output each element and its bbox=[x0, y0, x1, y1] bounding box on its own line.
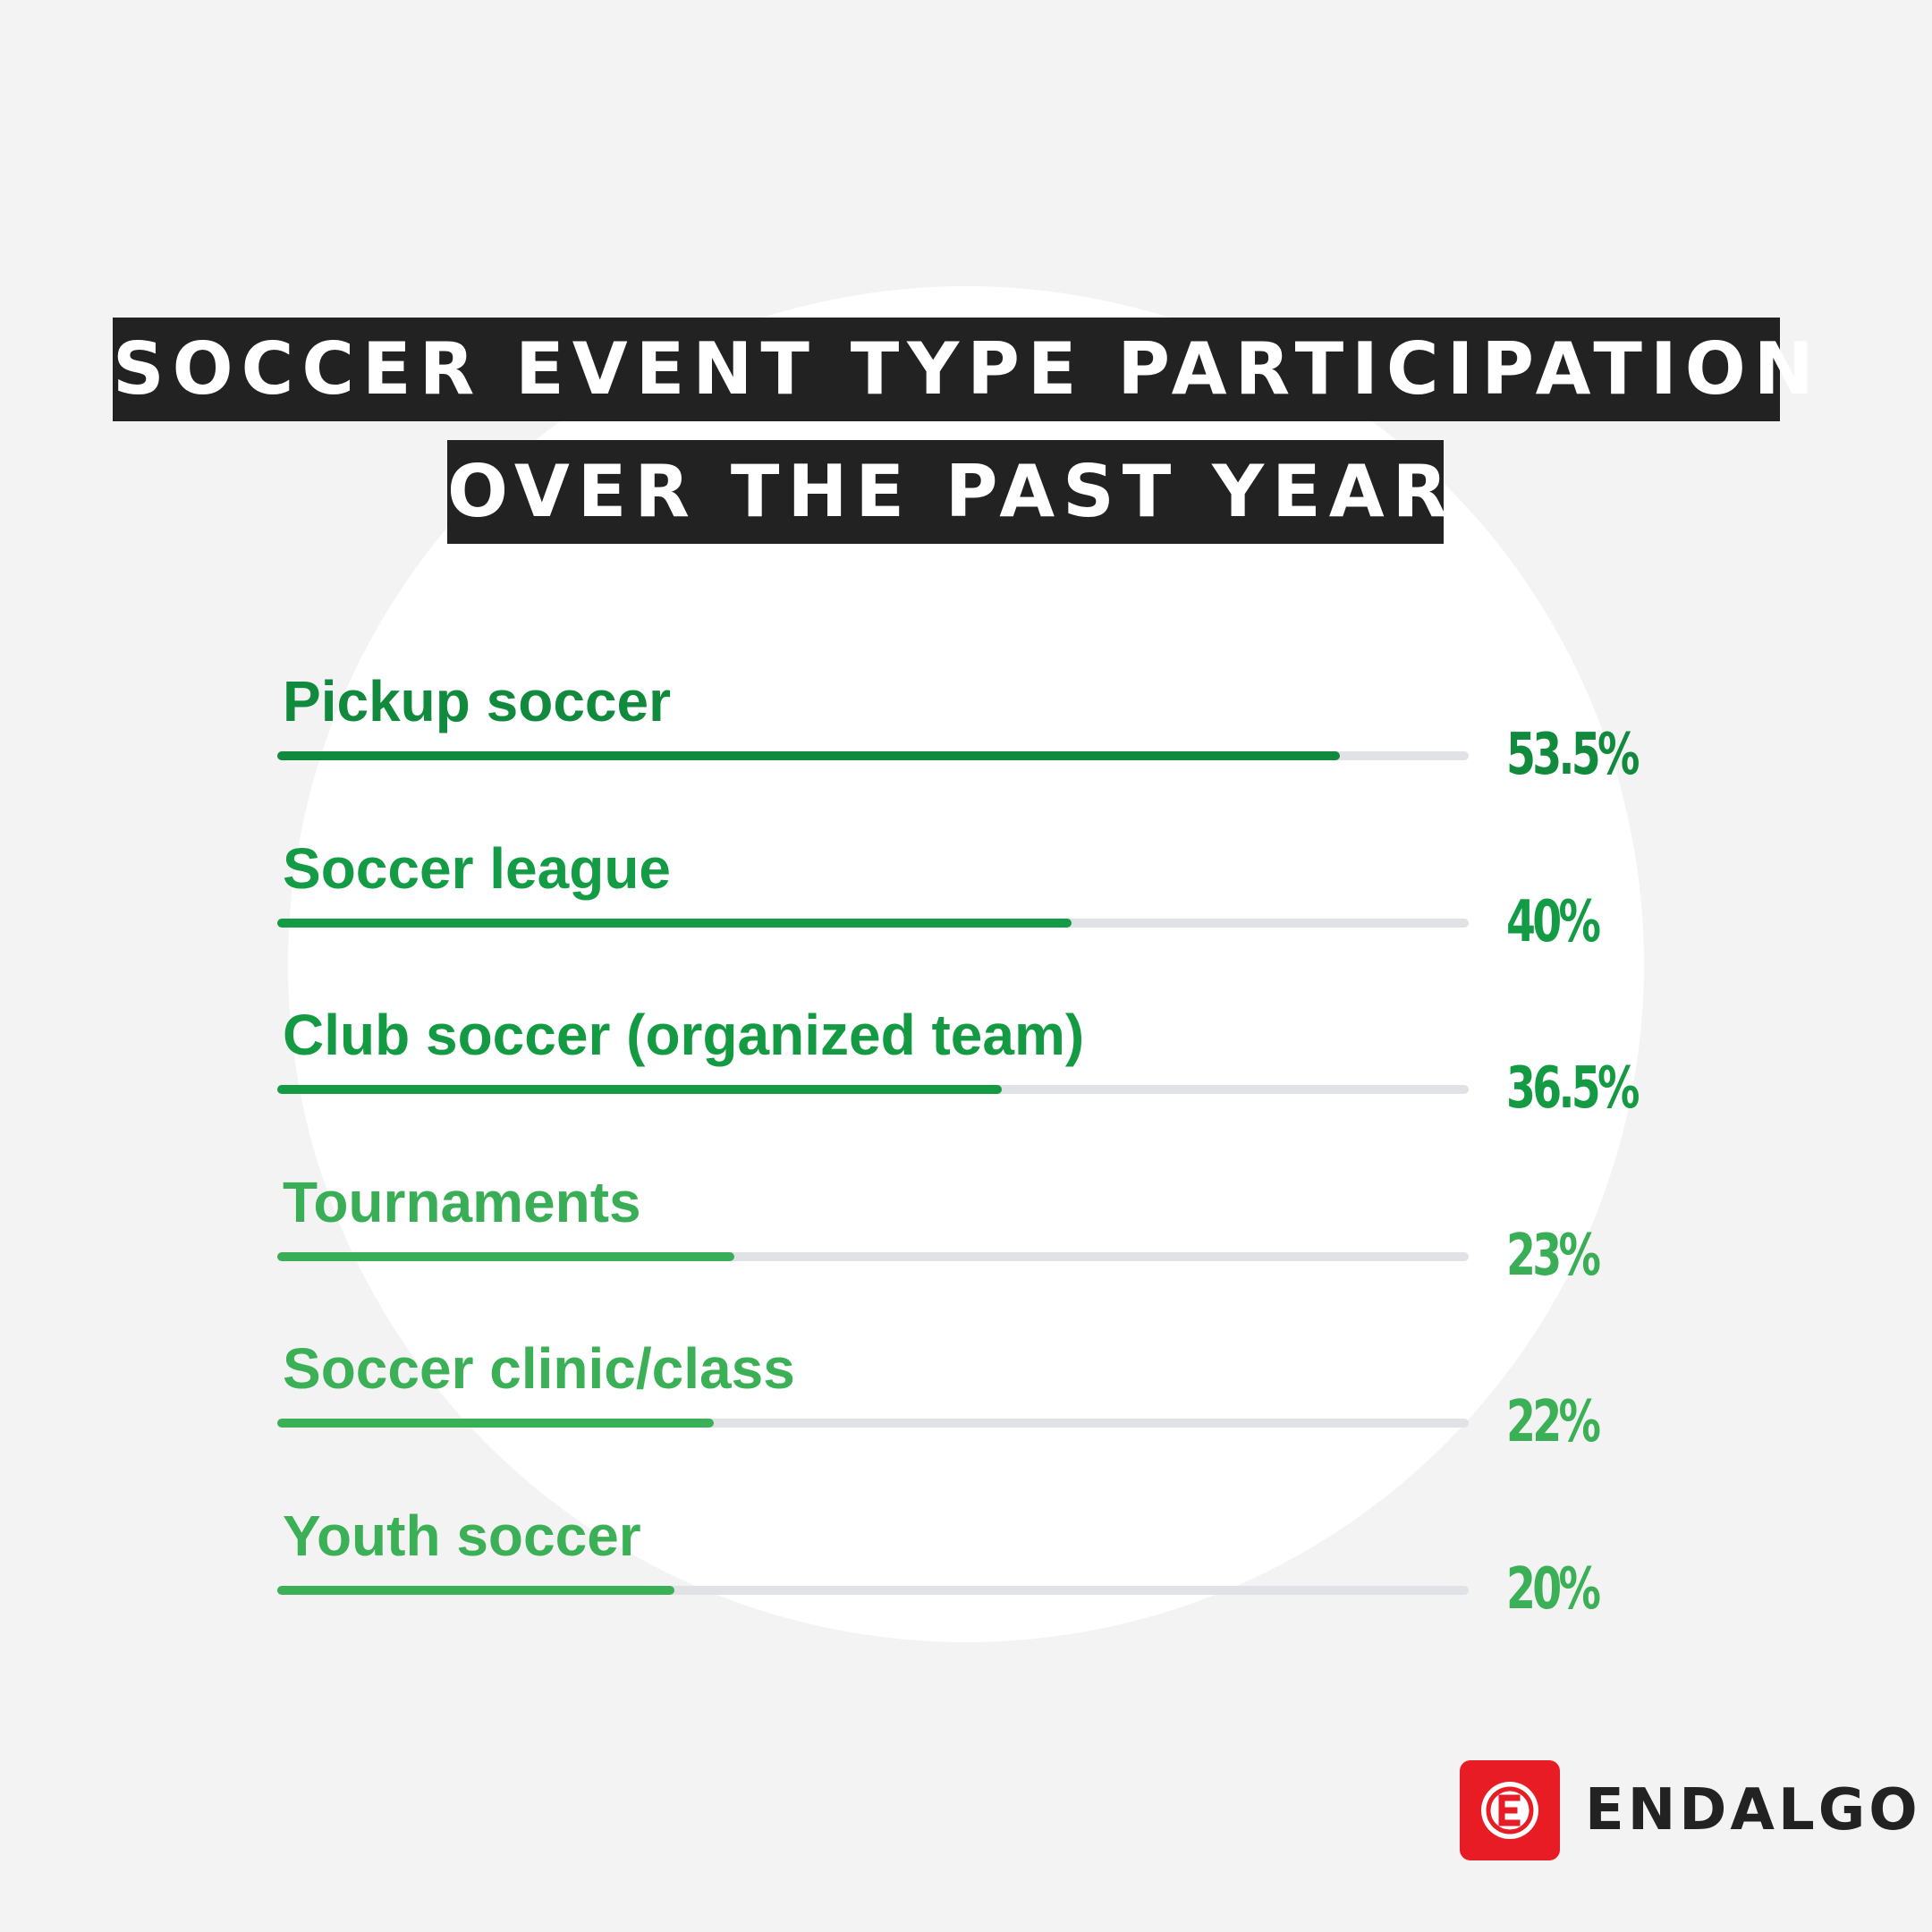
bar bbox=[277, 1585, 674, 1595]
bar-label: Soccer clinic/class bbox=[283, 1336, 795, 1401]
chart-title-line-2: OVER THE PAST YEAR bbox=[447, 440, 1447, 544]
bar-track bbox=[277, 1585, 1469, 1595]
bar-track bbox=[277, 1251, 1469, 1261]
bar-label: Soccer league bbox=[283, 835, 671, 901]
bar bbox=[277, 1251, 734, 1261]
bar-track bbox=[277, 751, 1469, 760]
bar-value-label: 22% bbox=[1506, 1389, 1601, 1455]
bar bbox=[277, 751, 1340, 760]
brand-name: ENDALGO bbox=[1585, 1777, 1921, 1843]
endalgo-logo-icon bbox=[1460, 1760, 1560, 1860]
bar bbox=[277, 1419, 715, 1428]
bar-label: Club soccer (organized team) bbox=[283, 1003, 1085, 1067]
bar-value-label: 20% bbox=[1506, 1555, 1601, 1623]
bar-value-label: 23% bbox=[1506, 1222, 1601, 1289]
bar-label: Tournaments bbox=[283, 1169, 641, 1234]
bar-track bbox=[277, 1085, 1469, 1094]
bar-label: Pickup soccer bbox=[283, 669, 671, 733]
bar bbox=[277, 918, 1072, 928]
bar-track bbox=[277, 1419, 1469, 1428]
chart-title-line-1: SOCCER EVENT TYPE PARTICIPATION bbox=[113, 318, 1814, 421]
bar-track bbox=[277, 918, 1469, 928]
bar bbox=[277, 1085, 1003, 1094]
bar-label: Youth soccer bbox=[283, 1503, 641, 1568]
bar-value-label: 40% bbox=[1506, 888, 1601, 955]
bar-value-label: 53.5% bbox=[1506, 722, 1640, 788]
bar-value-label: 36.5% bbox=[1506, 1055, 1640, 1122]
